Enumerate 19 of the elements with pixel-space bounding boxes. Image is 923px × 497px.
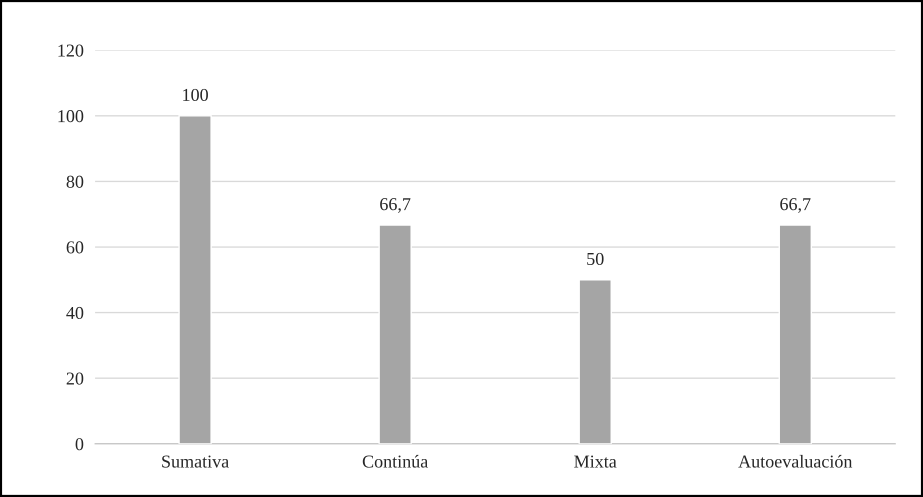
bar [178, 115, 212, 444]
y-tick-label: 100 [58, 110, 84, 122]
data-label: 66,7 [780, 198, 811, 213]
y-tick-label: 40 [66, 306, 84, 320]
bar [778, 224, 812, 444]
y-tick-label: 80 [66, 176, 84, 188]
data-label: 50 [587, 252, 604, 266]
bar [378, 224, 412, 444]
y-tick-label: 120 [58, 44, 84, 57]
data-label: 66,7 [380, 198, 410, 213]
bar [578, 279, 612, 444]
y-tick-label: 60 [66, 241, 84, 254]
x-tick-label: Mixta [574, 456, 617, 468]
data-label: 100 [183, 88, 208, 102]
y-tick-label: 0 [76, 438, 84, 450]
x-tick-label: Sumativa [162, 456, 229, 468]
y-tick-label: 20 [66, 372, 84, 385]
x-tick-label: Continúa [362, 454, 428, 468]
x-tick-label: Autoevaluación [738, 454, 852, 468]
